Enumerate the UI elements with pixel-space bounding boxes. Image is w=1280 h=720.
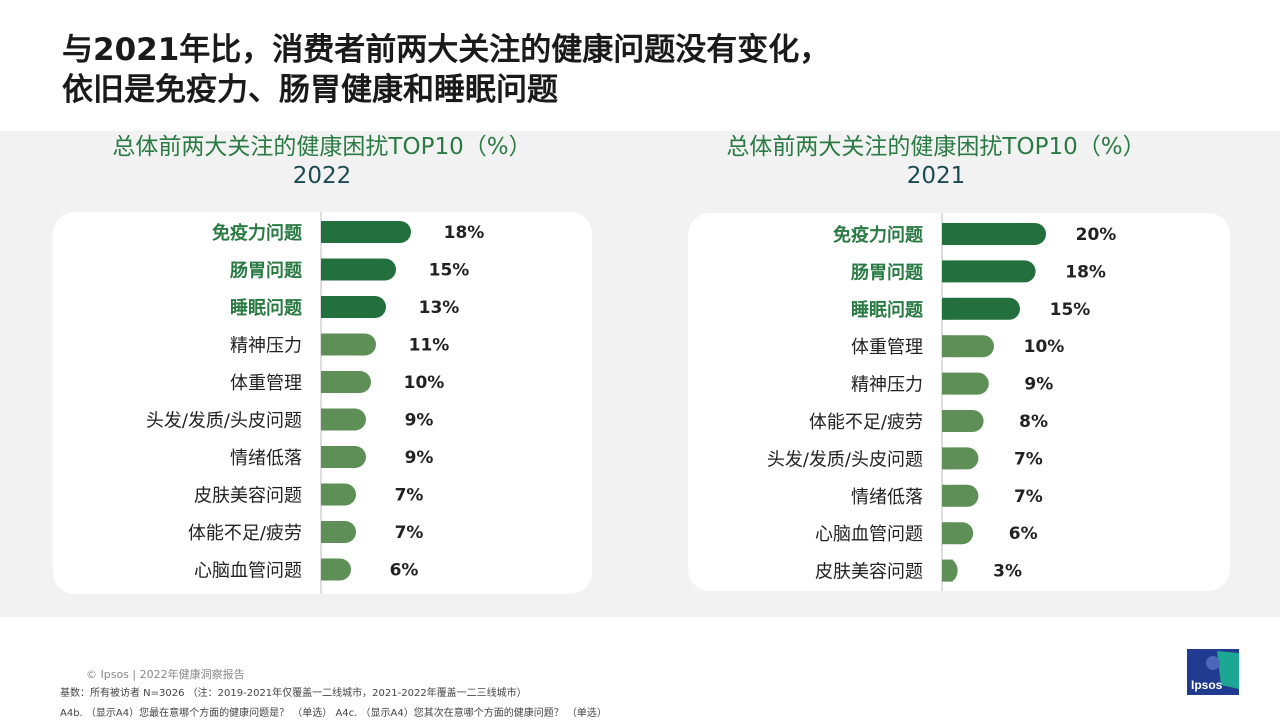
bar-edge-2022-4: [321, 371, 332, 393]
value-label-2022-4: 10%: [404, 373, 445, 393]
value-label-2021-0: 20%: [1076, 225, 1117, 245]
category-label-2021-7: 情绪低落: [851, 487, 923, 508]
category-label-2022-7: 皮肤美容问题: [194, 486, 302, 507]
bar-edge-2022-7: [321, 483, 332, 506]
bar-2022-6: [321, 446, 366, 468]
bar-2022-4: [321, 371, 371, 393]
value-label-2022-8: 7%: [395, 523, 424, 543]
value-label-2022-2: 13%: [419, 298, 460, 318]
value-label-2021-5: 8%: [1019, 412, 1048, 432]
bar-edge-2021-2: [942, 297, 953, 320]
bar-edge-2021-9: [942, 559, 953, 582]
category-label-2022-3: 精神压力: [230, 336, 302, 357]
value-label-2022-0: 18%: [444, 223, 485, 243]
chart-2022-plot: 免疫力问题 18% 肠胃问题 15% 睡眠问题 13% 精神压力 11% 体重管理 10% 头发/发…: [146, 212, 485, 594]
category-label-2021-8: 心脑血管问题: [815, 524, 923, 545]
value-label-2021-8: 6%: [1009, 524, 1038, 544]
value-label-2021-3: 10%: [1024, 337, 1065, 357]
bar-edge-2021-4: [942, 372, 953, 395]
bar-2022-3: [321, 333, 376, 356]
value-label-2022-7: 7%: [395, 486, 424, 506]
copyright-text: © Ipsos | 2022年健康洞察报告: [86, 668, 245, 681]
headline-line-2: 依旧是免疫力、肠胃健康和睡眠问题: [62, 72, 558, 108]
category-label-2022-1: 肠胃问题: [230, 261, 303, 282]
category-label-2022-5: 头发/发质/头皮问题: [146, 411, 302, 432]
bar-2021-3: [942, 335, 994, 358]
chart-2021-card: 免疫力问题 20% 肠胃问题 18% 睡眠问题 15% 体重管理 10% 精神压力 9% 体能不足/…: [688, 213, 1230, 591]
chart-2022-title: 总体前两大关注的健康困扰TOP10（%）: [112, 134, 532, 160]
footer-base-note: 基数：所有被访者 N=3026 （注：2019-2021年仅覆盖一二线城市，20…: [60, 688, 527, 699]
bar-edge-2021-8: [942, 522, 953, 545]
bar-edge-2021-0: [942, 223, 953, 245]
bar-2022-1: [321, 258, 396, 281]
bar-2021-0: [942, 223, 1046, 245]
category-label-2021-6: 头发/发质/头皮问题: [767, 449, 923, 470]
category-label-2022-9: 心脑血管问题: [194, 561, 302, 582]
footer-question-note: A4b. （显示A4）您最在意哪个方面的健康问题是？ （单选） A4c. （显示…: [60, 708, 607, 719]
value-label-2021-7: 7%: [1014, 487, 1043, 507]
value-label-2021-2: 15%: [1050, 300, 1091, 320]
category-label-2021-2: 睡眠问题: [851, 300, 924, 321]
bar-2021-2: [942, 297, 1020, 320]
chart-2022-card: 免疫力问题 18% 肠胃问题 15% 睡眠问题 13% 精神压力 11% 体重管理 10% 头发/发…: [53, 212, 592, 594]
bar-edge-2021-3: [942, 335, 953, 358]
category-label-2021-1: 肠胃问题: [851, 262, 924, 283]
bar-2022-5: [321, 408, 366, 431]
bar-edge-2021-5: [942, 410, 953, 432]
value-label-2022-1: 15%: [429, 261, 470, 281]
category-label-2021-4: 精神压力: [851, 375, 923, 396]
chart-2022-title-block: 总体前两大关注的健康困扰TOP10（%） 2022: [42, 133, 602, 191]
category-label-2021-9: 皮肤美容问题: [815, 562, 923, 583]
category-label-2022-8: 体能不足/疲劳: [188, 523, 302, 544]
bar-2021-4: [942, 372, 989, 395]
bar-edge-2022-9: [321, 558, 332, 581]
bar-edge-2022-1: [321, 258, 332, 281]
bar-edge-2021-7: [942, 484, 953, 507]
bar-edge-2022-0: [321, 221, 332, 243]
category-label-2022-4: 体重管理: [230, 373, 302, 394]
chart-2021-plot: 免疫力问题 20% 肠胃问题 18% 睡眠问题 15% 体重管理 10% 精神压力 9% 体能不足/…: [767, 213, 1117, 591]
value-label-2022-9: 6%: [390, 561, 419, 581]
category-label-2022-6: 情绪低落: [230, 448, 302, 469]
value-label-2021-9: 3%: [993, 562, 1022, 582]
bar-2022-2: [321, 296, 386, 318]
bar-edge-2022-5: [321, 408, 332, 431]
category-label-2022-0: 免疫力问题: [212, 222, 303, 244]
category-label-2021-3: 体重管理: [851, 337, 923, 358]
bar-edge-2022-3: [321, 333, 332, 356]
bar-2022-0: [321, 221, 411, 243]
chart-2021-title-block: 总体前两大关注的健康困扰TOP10（%） 2021: [656, 133, 1216, 191]
bar-edge-2022-6: [321, 446, 332, 468]
value-label-2021-6: 7%: [1014, 449, 1043, 469]
page-headline: 与2021年比，消费者前两大关注的健康问题没有变化， 依旧是免疫力、肠胃健康和睡…: [62, 30, 830, 110]
bar-edge-2022-2: [321, 296, 332, 318]
logo-text: Ipsos: [1191, 678, 1223, 692]
value-label-2022-3: 11%: [409, 336, 450, 356]
category-label-2021-0: 免疫力问题: [833, 224, 924, 246]
value-label-2021-1: 18%: [1065, 262, 1106, 282]
bar-edge-2021-1: [942, 260, 953, 283]
chart-2021-year: 2021: [906, 163, 966, 189]
ipsos-logo: Ipsos: [1187, 649, 1239, 695]
value-label-2022-5: 9%: [405, 411, 434, 431]
category-label-2022-2: 睡眠问题: [230, 298, 303, 319]
bar-2021-1: [942, 260, 1036, 283]
category-label-2021-5: 体能不足/疲劳: [809, 412, 923, 433]
bar-edge-2022-8: [321, 521, 332, 543]
chart-2021-title: 总体前两大关注的健康困扰TOP10（%）: [726, 134, 1146, 160]
bar-edge-2021-6: [942, 447, 953, 470]
value-label-2022-6: 9%: [405, 448, 434, 468]
value-label-2021-4: 9%: [1024, 375, 1053, 395]
chart-2022-year: 2022: [292, 163, 352, 189]
headline-line-1: 与2021年比，消费者前两大关注的健康问题没有变化，: [62, 32, 831, 68]
